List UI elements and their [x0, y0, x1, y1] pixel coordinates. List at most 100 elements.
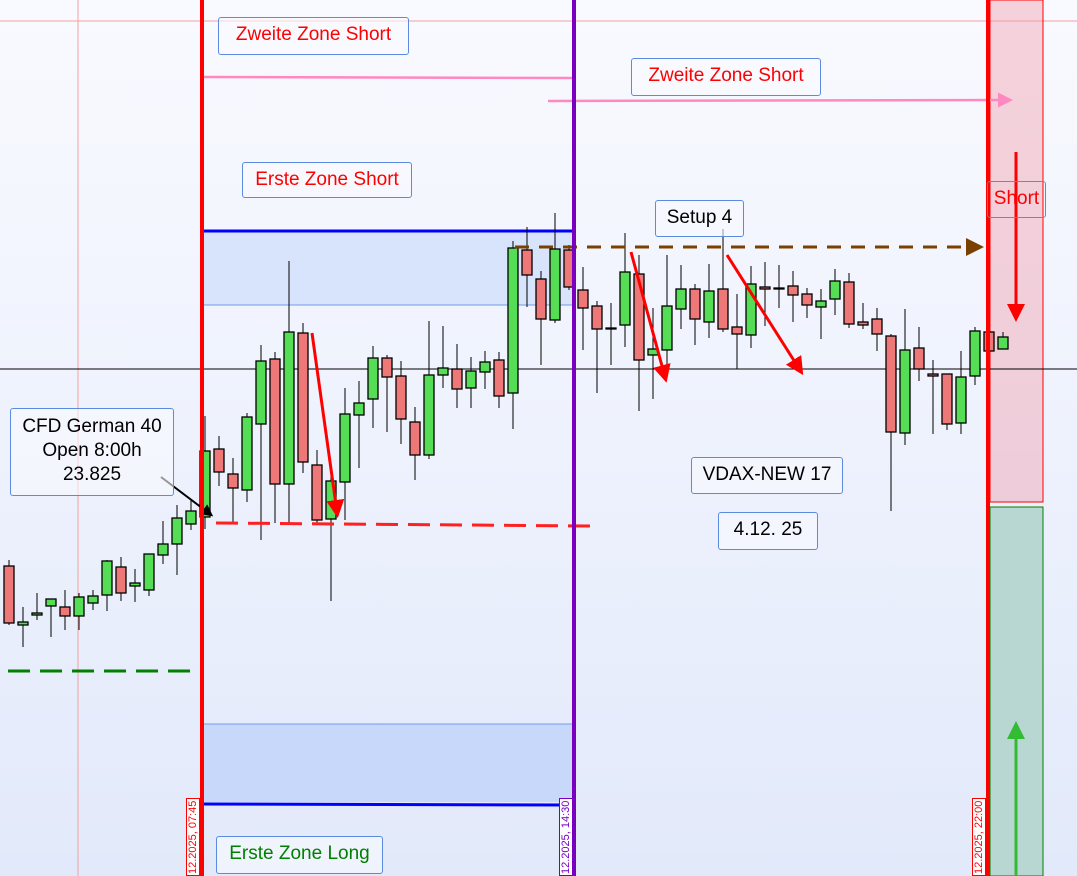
candle [381, 355, 393, 432]
zweite-zone-short-line [203, 75, 576, 80]
candle [45, 598, 57, 637]
candle [689, 284, 701, 345]
candle-body [759, 286, 771, 290]
candle [451, 344, 463, 408]
candle-body [339, 413, 351, 483]
label-zweite-zone-short-2: Zweite Zone Short [631, 58, 821, 96]
candle [311, 450, 323, 525]
candle [437, 326, 449, 388]
candle-body [409, 421, 421, 456]
candle-body [969, 330, 981, 377]
candle-body [885, 335, 897, 433]
candle-body [353, 402, 365, 416]
candle [675, 265, 687, 329]
candle-body [717, 288, 729, 330]
candle [577, 267, 589, 350]
candle [465, 357, 477, 408]
candle-body [787, 285, 799, 296]
candle-body [899, 349, 911, 434]
candle [745, 266, 757, 348]
candle-body [171, 517, 183, 545]
candle-body [619, 271, 631, 326]
candle [213, 436, 225, 486]
candle [241, 413, 253, 502]
candle-body [465, 370, 477, 389]
candle-body [801, 293, 813, 306]
candle-body [381, 357, 393, 378]
candle [73, 593, 85, 630]
candle [787, 271, 799, 322]
candle-body [101, 560, 113, 596]
candle [367, 346, 379, 428]
candle-body [269, 358, 281, 485]
candle-body [143, 553, 155, 591]
candle [129, 569, 141, 602]
open-level-line [215, 521, 591, 528]
candle-body [913, 347, 925, 370]
candle-body [829, 280, 841, 300]
candle-body [955, 376, 967, 424]
candle [255, 345, 267, 540]
time-marker-end: 12.2025, 22:00 [972, 798, 986, 876]
down-arrow-2 [629, 251, 671, 383]
candle [87, 590, 99, 610]
candle-body [549, 248, 561, 321]
candle [185, 500, 197, 530]
label-setup: Setup 4 [655, 200, 744, 237]
candle [423, 321, 435, 459]
candle-body [927, 373, 939, 377]
open-info-price: 23.825 [62, 464, 122, 485]
candle-body [941, 373, 953, 425]
candle-body [997, 336, 1009, 350]
candle-body [703, 290, 715, 323]
candle-body [17, 621, 29, 626]
candle-body [437, 367, 449, 376]
candle [535, 271, 547, 365]
candle-body [633, 273, 645, 361]
candle [731, 294, 743, 369]
candle [591, 301, 603, 393]
candle-body [283, 331, 295, 485]
candle-body [577, 289, 589, 309]
candle [703, 264, 715, 338]
candle-body [745, 283, 757, 336]
candle [3, 560, 15, 625]
candle [283, 261, 295, 523]
candle-body [857, 321, 869, 326]
candle [885, 334, 897, 511]
candle-body [73, 596, 85, 617]
candle-body [311, 464, 323, 521]
down-arrow-3 [725, 254, 804, 376]
candle [913, 327, 925, 381]
candle [773, 265, 785, 308]
label-zweite-zone-short-1: Zweite Zone Short [218, 17, 409, 55]
candle [493, 352, 505, 408]
candle [619, 233, 631, 347]
candle [969, 327, 981, 385]
candle [997, 332, 1009, 350]
candle [801, 288, 813, 318]
candle-body [605, 327, 617, 330]
candle-body [871, 318, 883, 335]
candle [157, 521, 169, 564]
candle-body [59, 606, 71, 617]
candle-body [479, 361, 491, 373]
down-arrow-1 [310, 332, 345, 518]
candle [17, 607, 29, 647]
time-marker-mid: 12.2025, 14:30 [559, 798, 573, 876]
candle [871, 308, 883, 351]
label-erste-zone-short: Erste Zone Short [242, 162, 412, 198]
candle-body [773, 287, 785, 290]
candle-body [241, 416, 253, 491]
candle-body [521, 249, 533, 276]
open-info-time: Open 8:00h [42, 440, 142, 461]
candle [899, 309, 911, 445]
candle [353, 381, 365, 468]
candle-body [661, 305, 673, 351]
candle [857, 303, 869, 329]
candle [269, 352, 281, 523]
candle-body [423, 374, 435, 456]
candle [115, 557, 127, 601]
candle [395, 361, 407, 444]
